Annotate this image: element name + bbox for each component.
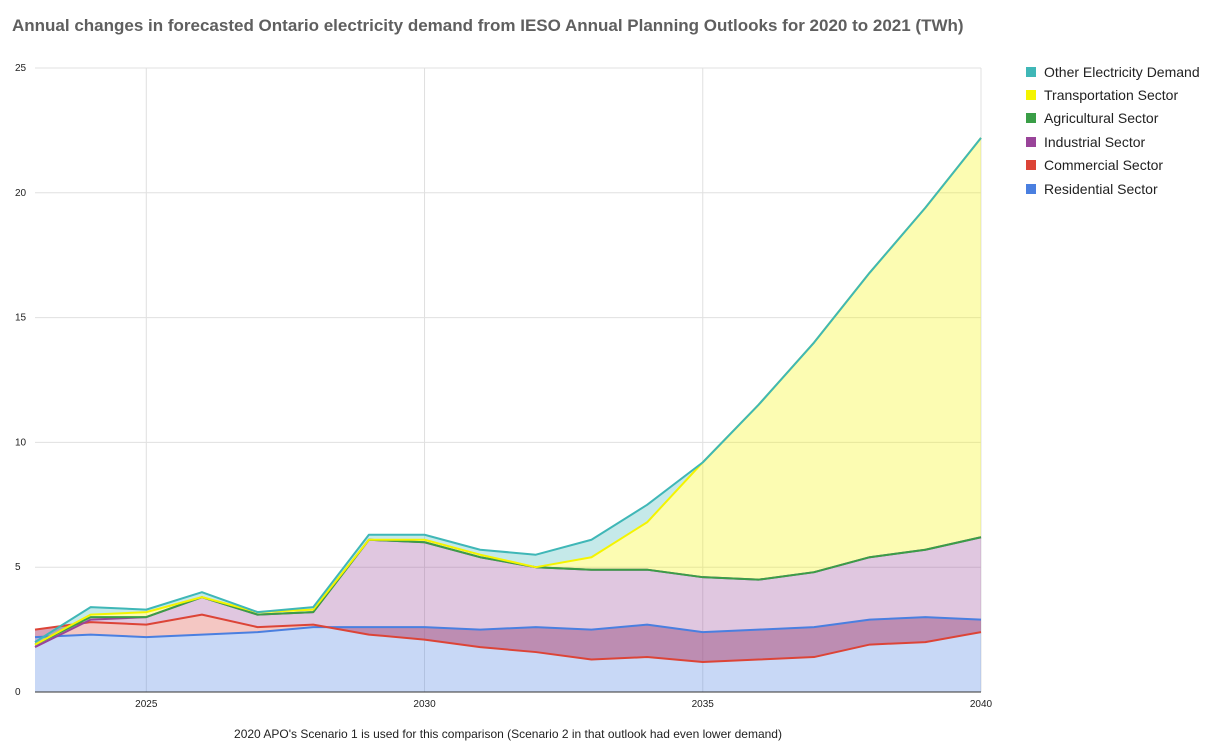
x-axis-label: 2020 APO's Scenario 1 is used for this c… <box>234 727 782 741</box>
x-tick-label: 2035 <box>692 699 715 710</box>
legend-label: Agricultural Sector <box>1044 110 1159 127</box>
y-tick-label: 15 <box>15 313 27 324</box>
x-tick-label: 2025 <box>135 699 158 710</box>
gridlines <box>35 67 982 692</box>
legend-item[interactable]: Industrial Sector <box>1026 130 1200 153</box>
series-lines <box>34 137 982 664</box>
area-transportation-sector[interactable] <box>35 137 981 645</box>
legend-label: Transportation Sector <box>1044 87 1179 104</box>
y-tick-label: 10 <box>15 437 27 448</box>
line-other-electricity-demand <box>34 137 982 643</box>
y-tick-label: 5 <box>15 562 21 573</box>
legend-swatch <box>1026 183 1036 194</box>
legend-label: Other Electricity Demand <box>1044 63 1200 80</box>
y-tick-label: 20 <box>15 188 27 199</box>
legend-swatch <box>1026 160 1036 171</box>
legend-label: Industrial Sector <box>1044 133 1146 150</box>
legend-label: Residential Sector <box>1044 180 1158 197</box>
legend-swatch <box>1026 113 1036 124</box>
stacked-areas <box>35 137 981 692</box>
legend-item[interactable]: Commercial Sector <box>1026 154 1200 177</box>
x-tick-label: 2030 <box>413 699 436 710</box>
legend-swatch <box>1026 66 1036 77</box>
y-tick-label: 25 <box>15 63 27 74</box>
legend-item[interactable]: Other Electricity Demand <box>1026 60 1200 83</box>
y-tick-label: 0 <box>15 687 21 698</box>
legend-swatch <box>1026 90 1036 101</box>
legend-item[interactable]: Residential Sector <box>1026 177 1200 200</box>
line-commercial-sector <box>34 613 982 664</box>
chart-title: Annual changes in forecasted Ontario ele… <box>12 16 964 35</box>
area-residential-sector[interactable] <box>35 617 981 692</box>
legend-label: Commercial Sector <box>1044 157 1164 174</box>
x-tick-label: 2040 <box>970 699 993 710</box>
legend-item[interactable]: Transportation Sector <box>1026 83 1200 106</box>
area-commercial-sector[interactable] <box>35 614 981 663</box>
line-residential-sector <box>34 616 982 639</box>
legend-item[interactable]: Agricultural Sector <box>1026 107 1200 130</box>
legend: Other Electricity Demand Transportation S… <box>1026 60 1200 200</box>
legend-swatch <box>1026 136 1036 147</box>
